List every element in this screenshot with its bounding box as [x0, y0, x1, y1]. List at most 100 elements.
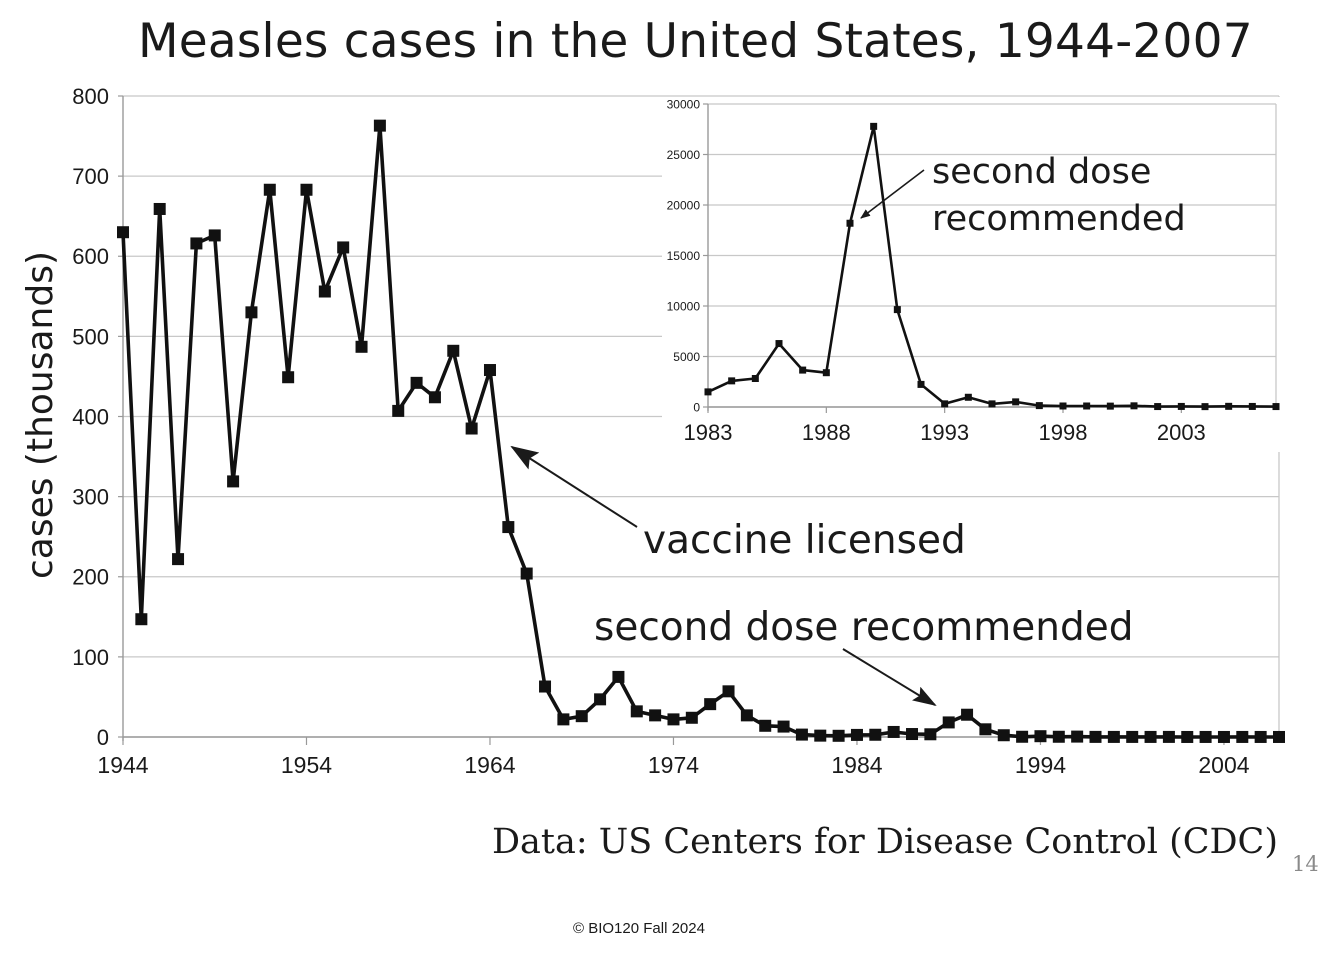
- main-data-point: [1016, 730, 1029, 743]
- main-data-point: [208, 229, 221, 242]
- main-data-point: [832, 729, 845, 742]
- inset-y-tick-label: 5000: [673, 350, 700, 364]
- inset-data-point: [1154, 403, 1162, 411]
- main-data-point: [594, 693, 607, 706]
- inset-y-tick-label: 20000: [667, 198, 701, 212]
- inset-data-point: [893, 306, 901, 314]
- main-data-point: [1254, 730, 1267, 743]
- main-data-point: [1181, 730, 1194, 743]
- main-y-tick-label: 100: [72, 645, 109, 670]
- main-data-point: [814, 729, 827, 742]
- main-data-point: [777, 720, 790, 733]
- main-data-point: [759, 719, 772, 732]
- main-data-point: [172, 553, 185, 566]
- annotation-second-dose-main: second dose recommended: [594, 605, 1134, 650]
- inset-data-point: [1130, 402, 1138, 410]
- inset-y-tick-label: 10000: [667, 299, 701, 313]
- main-data-point: [795, 728, 808, 741]
- main-data-point: [373, 119, 386, 132]
- inset-data-point: [870, 122, 878, 130]
- main-data-point: [649, 709, 662, 722]
- inset-series: [704, 122, 1280, 411]
- main-data-point: [318, 285, 331, 298]
- inset-data-point: [1248, 402, 1256, 410]
- main-y-tick-label: 700: [72, 164, 109, 189]
- main-data-point: [1199, 730, 1212, 743]
- main-data-point: [667, 713, 680, 726]
- main-x-tick-label: 1984: [831, 752, 882, 778]
- annotation-second-dose-inset: second dose recommended: [932, 152, 1186, 239]
- inset-data-point: [799, 366, 807, 374]
- inset-data-point: [751, 374, 759, 382]
- main-data-point: [1034, 730, 1047, 743]
- main-data-point: [355, 340, 368, 353]
- annotation-second-dose-inset-line1: second dose: [932, 152, 1151, 192]
- main-data-point: [300, 183, 313, 196]
- main-data-point: [887, 725, 900, 738]
- main-data-point: [502, 521, 515, 534]
- page-number: 14: [1292, 852, 1319, 876]
- main-data-point: [612, 670, 625, 683]
- inset-x-tick-label: 1993: [920, 420, 969, 445]
- main-y-tick-label: 600: [72, 244, 109, 269]
- y-axis-label: cases (thousands): [20, 251, 61, 579]
- main-data-point: [410, 376, 423, 389]
- main-data-point: [961, 708, 974, 721]
- main-data-point: [1144, 730, 1157, 743]
- main-data-point: [465, 422, 478, 435]
- inset-y-tick-label: 15000: [667, 249, 701, 263]
- inset-data-point: [1272, 403, 1280, 411]
- main-x-tick-label: 2004: [1198, 752, 1249, 778]
- inset-data-point: [964, 393, 972, 401]
- main-data-point: [1273, 730, 1285, 743]
- main-series: [117, 119, 1285, 743]
- annotation-vaccine-licensed: vaccine licensed: [643, 518, 966, 563]
- main-data-point: [685, 711, 698, 724]
- inset-data-point: [1201, 403, 1209, 411]
- main-data-point: [869, 728, 882, 741]
- chart-title: Measles cases in the United States, 1944…: [138, 14, 1253, 69]
- main-data-point: [447, 344, 460, 357]
- inset-data-point: [1106, 402, 1114, 410]
- inset-background: [662, 97, 1284, 452]
- inset-data-point: [1035, 402, 1043, 410]
- main-y-tick-label: 300: [72, 485, 109, 510]
- annotations: vaccine licensed second dose recommended…: [510, 152, 1186, 707]
- main-data-point: [997, 729, 1010, 742]
- main-y-tick-label: 500: [72, 324, 109, 349]
- inset-y-tick-label: 0: [693, 400, 700, 414]
- main-x-tick-label: 1994: [1015, 752, 1066, 778]
- main-data-point: [704, 698, 717, 711]
- data-source-credit: Data: US Centers for Disease Control (CD…: [492, 822, 1278, 862]
- main-data-point: [924, 728, 937, 741]
- inset-data-point: [1083, 402, 1091, 410]
- inset-y-tick-label: 30000: [667, 97, 701, 111]
- main-data-point: [539, 680, 552, 693]
- main-data-point: [850, 728, 863, 741]
- main-data-point: [557, 713, 570, 726]
- main-data-point: [428, 391, 441, 404]
- main-x-tick-label: 1954: [281, 752, 332, 778]
- inset-data-point: [728, 377, 736, 385]
- main-y-tick-label: 0: [97, 725, 109, 750]
- main-x-tick-label: 1964: [464, 752, 515, 778]
- copyright-notice: © BIO120 Fall 2024: [573, 920, 705, 937]
- main-data-point: [1089, 730, 1102, 743]
- main-data-point: [1071, 730, 1084, 743]
- main-y-tick-label: 200: [72, 565, 109, 590]
- main-data-point: [1126, 730, 1139, 743]
- main-x-tick-label: 1944: [97, 752, 148, 778]
- inset-data-point: [941, 400, 949, 408]
- inset-y-tick-label: 25000: [667, 148, 701, 162]
- main-data-point: [1236, 730, 1249, 743]
- main-data-point: [630, 705, 643, 718]
- inset-x-tick-label: 2003: [1157, 420, 1206, 445]
- main-data-point: [1107, 730, 1120, 743]
- main-data-point: [979, 723, 992, 736]
- main-series-line: [121, 123, 1279, 739]
- chart-area: 0 100 200 300 400 500 600 700 800 1944 1954 1964 197…: [20, 84, 1285, 778]
- main-data-point: [483, 364, 496, 377]
- inset-data-point: [1225, 402, 1233, 410]
- main-data-point: [740, 709, 753, 722]
- inset-data-point: [917, 380, 925, 388]
